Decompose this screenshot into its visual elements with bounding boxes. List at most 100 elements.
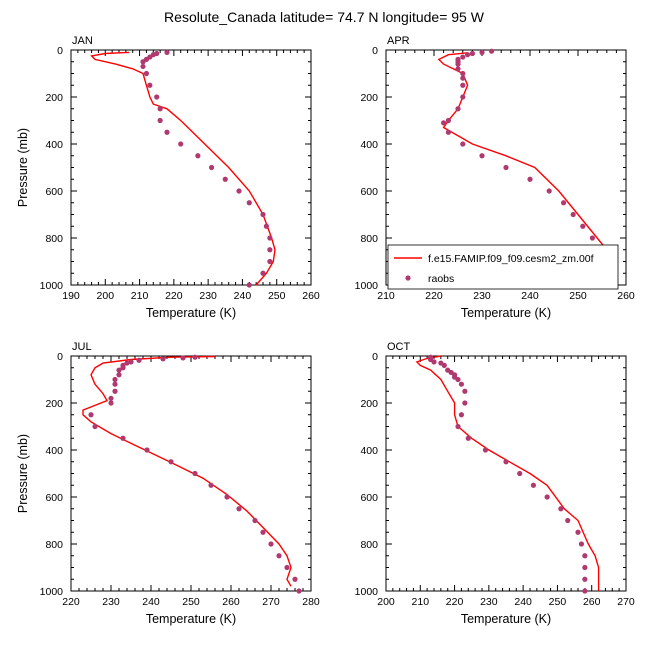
x-tick-label: 200 [377,596,395,608]
obs-point [582,588,588,594]
obs-point [296,588,302,594]
legend-label: raobs [428,273,454,285]
x-tick-label: 240 [234,290,252,302]
y-tick-label: 200 [360,92,378,104]
y-tick-label: 400 [45,445,63,457]
obs-point [263,223,270,229]
obs-point [460,75,466,81]
obs-point [489,48,495,54]
obs-point [120,365,126,371]
obs-point [260,211,266,218]
x-tick-label: 260 [302,290,320,302]
x-tick-label: 280 [302,596,320,608]
model-profile-line [90,51,276,286]
obs-point [116,367,122,373]
obs-point [462,388,468,394]
x-axis-title: Temperature (K) [461,306,551,320]
x-tick-label: 270 [262,596,280,608]
obs-point [192,470,198,477]
obs-point [445,129,451,135]
obs-point [128,359,134,365]
obs-point [124,360,130,366]
y-tick-label: 200 [45,92,63,104]
obs-point [589,235,596,241]
y-axis-title: Pressure (mb) [16,128,30,207]
obs-point [578,541,585,547]
obs-point [479,49,485,55]
obs-point [455,423,461,430]
obs-point [458,412,465,418]
x-tick-label: 250 [549,596,567,608]
y-tick-label: 600 [45,186,63,198]
y-tick-label: 800 [45,233,63,245]
x-tick-label: 260 [583,596,601,608]
x-tick-label: 220 [62,596,80,608]
x-axis-title: Temperature (K) [146,306,236,320]
obs-point [580,223,586,229]
obs-point [178,141,184,147]
obs-point [455,106,461,112]
panel-label: OCT [387,341,411,353]
obs-point [455,61,461,67]
x-tick-label: 210 [412,596,430,608]
obs-point [144,447,150,453]
obs-point [465,52,471,58]
obs-point [157,117,163,124]
y-tick-label: 400 [360,139,378,151]
y-tick-label: 0 [372,45,378,57]
obs-point [168,459,174,465]
obs-point [140,59,146,65]
legend-box [387,244,619,290]
y-tick-label: 600 [360,492,378,504]
x-tick-label: 250 [569,290,587,302]
x-tick-label: 220 [446,596,464,608]
y-tick-label: 400 [45,139,63,151]
obs-point [116,372,122,378]
obs-point [246,200,252,206]
x-tick-label: 240 [514,596,532,608]
obs-point [208,482,214,488]
obs-point [462,400,468,406]
obs-point [558,506,564,512]
obs-point [460,141,466,147]
obs-point [441,362,447,368]
x-tick-label: 230 [102,596,120,608]
obs-point [112,376,118,383]
y-tick-label: 0 [57,45,63,57]
obs-point [276,553,282,559]
x-tick-label: 270 [617,596,635,608]
obs-point [154,94,160,100]
obs-point [267,247,273,253]
obs-point [546,188,552,194]
obs-point [164,49,170,55]
y-tick-label: 800 [360,233,378,245]
obs-point [112,388,118,394]
obs-point [582,553,588,559]
x-tick-label: 230 [473,290,491,302]
obs-point [582,564,588,571]
obs-point [136,357,142,363]
y-tick-label: 800 [45,539,63,551]
x-tick-label: 200 [97,290,115,302]
obs-point [267,235,273,241]
obs-point [292,576,298,582]
obs-point [224,494,230,500]
y-tick-label: 600 [360,186,378,198]
obs-point [445,117,451,124]
panel-label: JAN [72,35,93,47]
obs-point [544,494,550,500]
obs-point [180,355,186,361]
obs-point [88,412,94,418]
y-tick-label: 800 [360,539,378,551]
obs-point [108,395,114,401]
x-tick-label: 220 [165,290,183,302]
y-tick-label: 200 [45,398,63,410]
obs-point [157,106,163,112]
obs-point [460,70,466,77]
obs-point [503,459,509,465]
x-tick-label: 230 [199,290,217,302]
panel-label: APR [387,35,410,47]
obs-point [561,200,567,206]
